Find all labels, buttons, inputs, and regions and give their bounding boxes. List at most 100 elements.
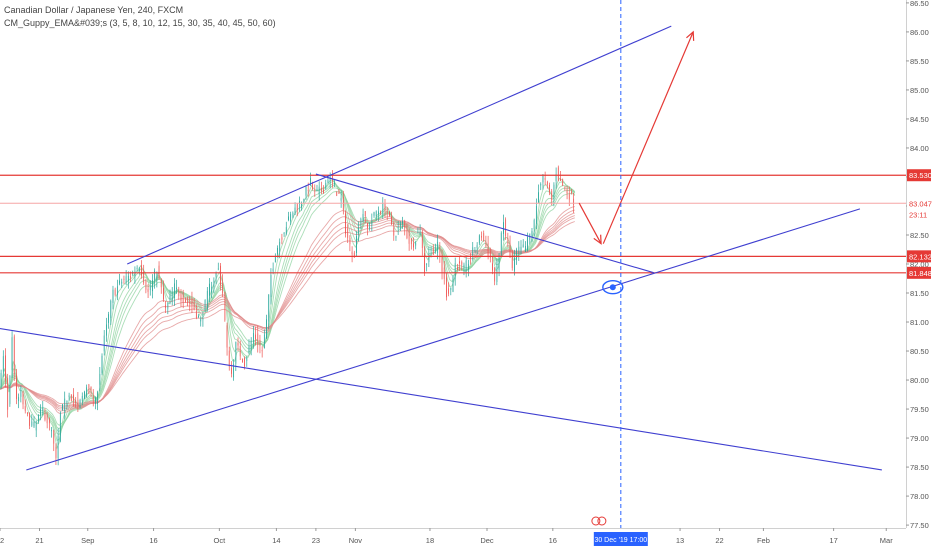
candle <box>228 346 230 371</box>
candle <box>342 190 344 215</box>
svg-text:30 Dec '19 17:00: 30 Dec '19 17:00 <box>594 537 647 544</box>
candle <box>511 249 513 271</box>
projection-arrow-1[interactable] <box>602 30 695 244</box>
symbol-title[interactable]: Canadian Dollar / Japanese Yen, 240, FXC… <box>4 5 184 15</box>
candle <box>174 278 175 306</box>
projection-arrow-0[interactable] <box>578 202 602 245</box>
candle <box>487 235 489 260</box>
candle <box>452 275 454 293</box>
candle <box>568 186 570 206</box>
candle <box>88 383 90 395</box>
candle <box>187 296 188 307</box>
candle <box>360 217 362 230</box>
candle <box>255 326 256 346</box>
candle <box>55 443 57 465</box>
candle <box>369 222 371 231</box>
candle <box>250 337 252 356</box>
candle <box>542 174 544 190</box>
candle <box>562 178 564 187</box>
trendline-1[interactable] <box>127 25 672 265</box>
candle <box>5 348 6 388</box>
candle <box>112 285 114 310</box>
countdown-badge: 23:11 <box>907 208 931 221</box>
price-axis[interactable]: 86.5086.0085.5085.0084.5084.0083.5083.00… <box>906 0 932 550</box>
candle <box>557 165 559 182</box>
candle <box>437 234 439 260</box>
candle <box>292 211 294 219</box>
candle <box>417 227 419 234</box>
candle <box>375 210 377 221</box>
candle <box>217 262 219 271</box>
candle <box>404 219 406 236</box>
candle <box>520 240 522 255</box>
candle <box>68 392 70 401</box>
x-tick-label: 12 <box>0 536 4 545</box>
candle <box>522 239 524 248</box>
candle <box>40 404 41 421</box>
candle <box>16 368 17 405</box>
candle <box>158 261 160 280</box>
events-icon[interactable] <box>591 516 607 526</box>
candle <box>439 242 441 263</box>
candle <box>290 211 292 225</box>
candle <box>481 231 482 241</box>
candle <box>531 228 533 243</box>
candle <box>345 210 346 238</box>
time-axis[interactable]: 12 21 Sep 16 Oct 14 23 Nov 18 Dec 16 13 22 Feb 17 Mar 30… <box>0 528 932 550</box>
candle <box>546 180 548 189</box>
candle <box>566 185 568 200</box>
indicator-title[interactable]: CM_Guppy_EMA&#039;s (3, 5, 8, 10, 12, 15… <box>4 18 276 28</box>
candle <box>274 253 276 263</box>
svg-text:23:11: 23:11 <box>909 211 927 220</box>
candle <box>496 258 498 286</box>
candle <box>399 221 401 232</box>
candle <box>303 198 305 204</box>
candle <box>474 247 476 253</box>
eye-icon[interactable] <box>602 280 624 295</box>
candle <box>99 366 101 392</box>
candle <box>441 249 443 280</box>
y-tick-label: 81.50 <box>910 289 929 298</box>
candle <box>450 287 452 296</box>
candle <box>492 255 493 275</box>
candle <box>305 185 307 200</box>
candle <box>318 181 320 201</box>
candle <box>371 213 373 232</box>
candle <box>147 284 149 299</box>
x-tick-label: 16 <box>149 536 157 545</box>
x-tick-label: 16 <box>549 536 557 545</box>
x-tick-label: 17 <box>829 536 837 545</box>
y-tick-label: 78.50 <box>910 463 929 472</box>
svg-text:81.848: 81.848 <box>909 269 932 278</box>
candle <box>182 289 184 309</box>
candle <box>119 273 120 286</box>
y-tick-label: 80.00 <box>910 376 929 385</box>
candle <box>316 184 318 192</box>
candle <box>529 233 531 245</box>
candle <box>180 289 182 307</box>
x-tick-label: Oct <box>214 536 227 545</box>
candle <box>90 386 92 397</box>
candle <box>356 231 357 257</box>
candle <box>206 286 208 312</box>
candle <box>257 325 259 353</box>
candle <box>419 224 421 236</box>
trendline-3[interactable] <box>315 173 654 274</box>
candle <box>268 294 270 330</box>
candle <box>446 273 447 301</box>
x-tick-label: 14 <box>272 536 280 545</box>
candle <box>320 181 322 194</box>
candle <box>163 280 164 302</box>
trendline-2[interactable] <box>0 327 882 471</box>
candle <box>384 198 386 218</box>
candle <box>156 271 158 288</box>
y-tick-label: 80.50 <box>910 347 929 356</box>
candle <box>478 234 480 246</box>
y-tick-label: 82.00 <box>910 260 929 269</box>
candle <box>263 329 265 349</box>
candle <box>103 330 105 356</box>
candle <box>171 287 173 306</box>
trendline-0[interactable] <box>26 208 861 471</box>
